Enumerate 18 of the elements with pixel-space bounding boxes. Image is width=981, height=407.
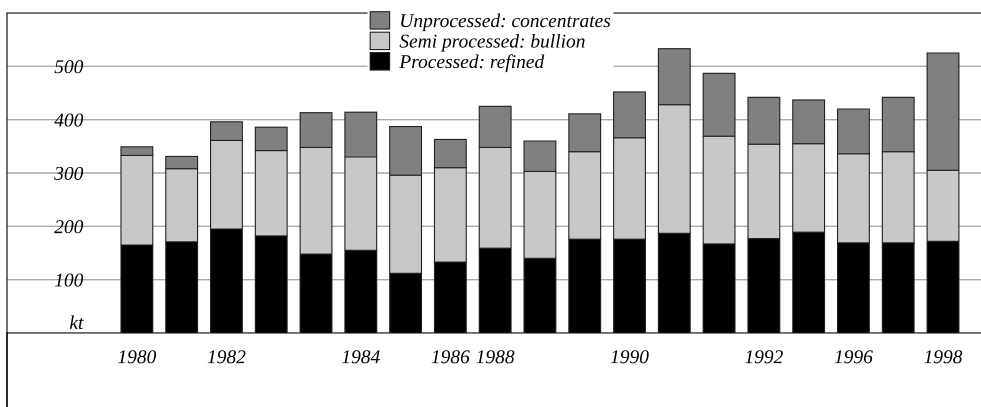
legend-label: Unprocessed: concentrates bbox=[401, 14, 610, 32]
x-tick-label: 1990 bbox=[610, 350, 649, 364]
x-tick-label: 1980 bbox=[118, 350, 156, 364]
x-tick-label: 1996 bbox=[834, 350, 873, 364]
y-tick-label: 300 bbox=[54, 166, 84, 180]
x-tick-label: 1988 bbox=[476, 350, 514, 364]
legend-label: Processed: refined bbox=[399, 54, 544, 72]
y-tick-label: 100 bbox=[54, 273, 84, 287]
y-tick-label: 500 bbox=[54, 60, 84, 74]
x-tick-label: 1982 bbox=[208, 350, 246, 364]
x-tick-label: 1992 bbox=[745, 350, 783, 364]
y-tick-label: 400 bbox=[54, 113, 84, 127]
x-tick-label: 1998 bbox=[924, 350, 962, 364]
legend-label: Semi processed: bullion bbox=[400, 34, 585, 52]
y-tick-label: 200 bbox=[54, 220, 84, 234]
x-tick-label: 1986 bbox=[432, 350, 470, 364]
y-tick-label: kt bbox=[70, 315, 84, 330]
x-tick-label: 1984 bbox=[342, 350, 380, 364]
